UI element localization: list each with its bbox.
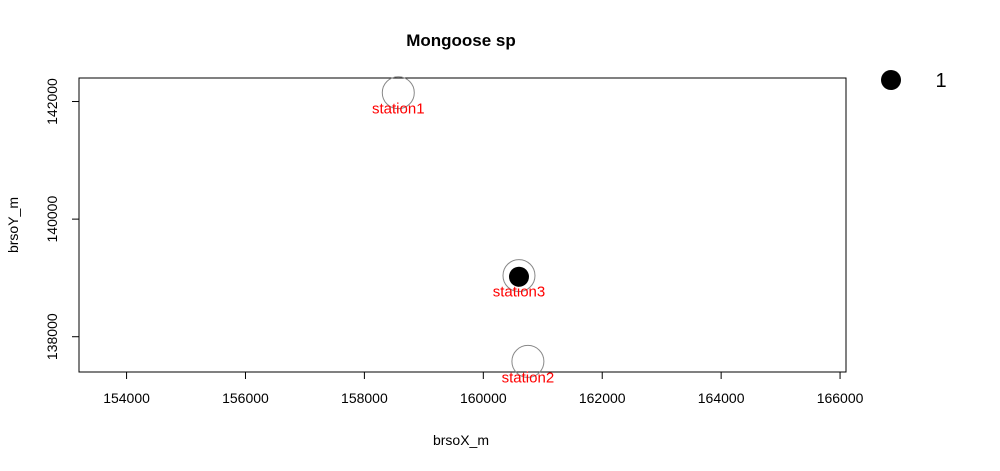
x-tick-label: 154000	[103, 390, 150, 406]
station-ring	[502, 259, 536, 293]
x-tick-label: 166000	[817, 390, 864, 406]
y-tick-label: 142000	[44, 78, 60, 125]
x-tick-label: 158000	[341, 390, 388, 406]
legend: 1	[881, 70, 947, 92]
x-axis-label: brsoX_m	[433, 432, 489, 448]
station-ring	[381, 76, 415, 110]
station-markers: station1 station2 station3	[372, 76, 555, 386]
legend-marker	[881, 70, 901, 90]
x-tick-label: 164000	[698, 390, 745, 406]
y-axis: 138000 140000 142000	[44, 78, 80, 360]
station-label: station3	[493, 284, 546, 301]
x-tick-label: 160000	[460, 390, 507, 406]
legend-label: 1	[935, 70, 946, 92]
station-label: station2	[502, 369, 555, 386]
x-tick-label: 162000	[579, 390, 626, 406]
x-axis: 154000 156000 158000 160000 162000 164000 1660…	[103, 371, 864, 406]
x-tick-label: 156000	[222, 390, 269, 406]
station-label: station1	[372, 101, 425, 118]
plot-frame	[78, 77, 847, 373]
y-tick-label: 138000	[44, 313, 60, 360]
station-ring	[511, 344, 545, 378]
y-tick-label: 140000	[44, 196, 60, 243]
detection-point	[508, 266, 529, 287]
y-axis-label: brsoY_m	[5, 197, 21, 253]
detection-markers	[508, 266, 529, 287]
chart-title: Mongoose sp	[406, 31, 516, 50]
